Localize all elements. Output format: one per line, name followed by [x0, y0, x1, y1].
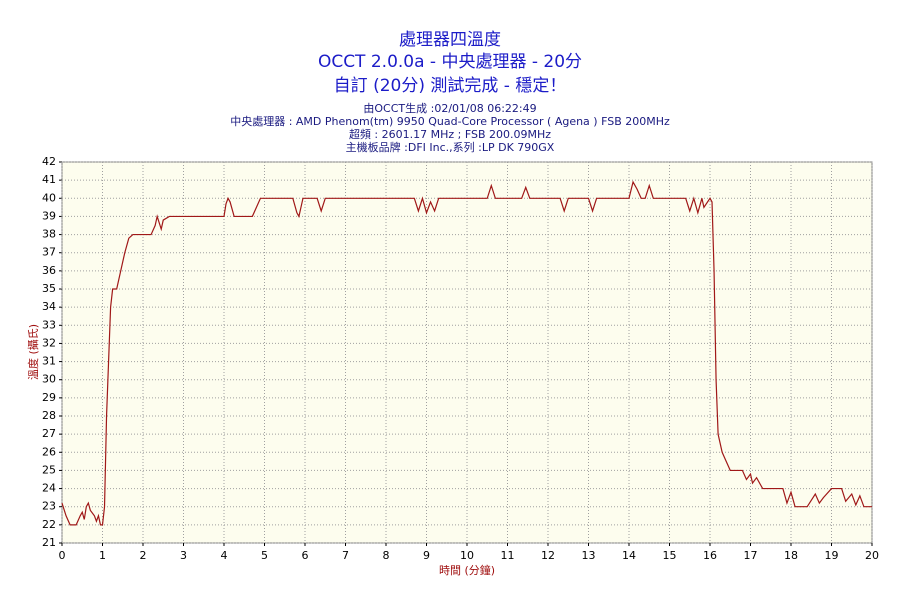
- x-tick-label: 20: [865, 549, 879, 562]
- info-line: 超頻 : 2601.17 MHz ; FSB 200.09MHz: [349, 127, 551, 141]
- x-tick-label: 9: [423, 549, 430, 562]
- y-tick-label: 24: [42, 482, 56, 495]
- y-tick-label: 37: [42, 246, 56, 259]
- info-line: 主機板品牌 :DFI Inc.,系列 :LP DK 790GX: [346, 140, 555, 154]
- x-tick-label: 13: [582, 549, 596, 562]
- y-tick-label: 21: [42, 536, 56, 549]
- x-tick-label: 2: [140, 549, 147, 562]
- y-tick-label: 32: [42, 336, 56, 349]
- y-tick-label: 40: [42, 191, 56, 204]
- y-tick-label: 34: [42, 300, 56, 313]
- y-tick-label: 39: [42, 209, 56, 222]
- x-tick-label: 10: [460, 549, 474, 562]
- x-tick-label: 19: [825, 549, 839, 562]
- x-tick-label: 12: [541, 549, 555, 562]
- chart-title: 處理器四溫度: [399, 30, 501, 50]
- x-tick-label: 17: [744, 549, 758, 562]
- x-tick-label: 7: [342, 549, 349, 562]
- info-line: 中央處理器 : AMD Phenom(tm) 9950 Quad-Core Pr…: [230, 114, 670, 128]
- x-tick-label: 4: [221, 549, 228, 562]
- x-axis-label: 時間 (分鐘): [439, 563, 495, 577]
- chart-subtitle: OCCT 2.0.0a - 中央處理器 - 20分: [318, 52, 582, 72]
- x-tick-label: 0: [59, 549, 66, 562]
- x-tick-label: 11: [501, 549, 515, 562]
- temperature-line: [61, 180, 872, 526]
- y-tick-label: 36: [42, 264, 56, 277]
- x-tick-label: 5: [261, 549, 268, 562]
- x-tick-label: 3: [180, 549, 187, 562]
- x-tick-label: 18: [784, 549, 798, 562]
- y-tick-label: 23: [42, 500, 56, 513]
- x-tick-label: 6: [302, 549, 309, 562]
- x-tick-label: 14: [622, 549, 636, 562]
- y-tick-label: 41: [42, 173, 56, 186]
- y-tick-label: 31: [42, 355, 56, 368]
- y-tick-label: 26: [42, 445, 56, 458]
- y-tick-label: 22: [42, 518, 56, 531]
- x-tick-label: 1: [99, 549, 106, 562]
- x-tick-label: 15: [663, 549, 677, 562]
- chart-subtitle: 自訂 (20分) 測試完成 - 穩定！: [334, 76, 567, 96]
- y-tick-label: 29: [42, 391, 56, 404]
- y-tick-label: 35: [42, 282, 56, 295]
- y-tick-label: 42: [42, 155, 56, 168]
- y-axis-label: 溫度 (攝氏): [26, 324, 40, 380]
- y-tick-label: 28: [42, 409, 56, 422]
- x-tick-label: 16: [703, 549, 717, 562]
- info-line: 由OCCT生成 :02/01/08 06:22:49: [363, 101, 536, 115]
- y-tick-label: 27: [42, 427, 56, 440]
- y-tick-label: 33: [42, 318, 56, 331]
- y-tick-label: 25: [42, 463, 56, 476]
- y-tick-label: 38: [42, 228, 56, 241]
- y-tick-label: 30: [42, 373, 56, 386]
- x-tick-label: 8: [383, 549, 390, 562]
